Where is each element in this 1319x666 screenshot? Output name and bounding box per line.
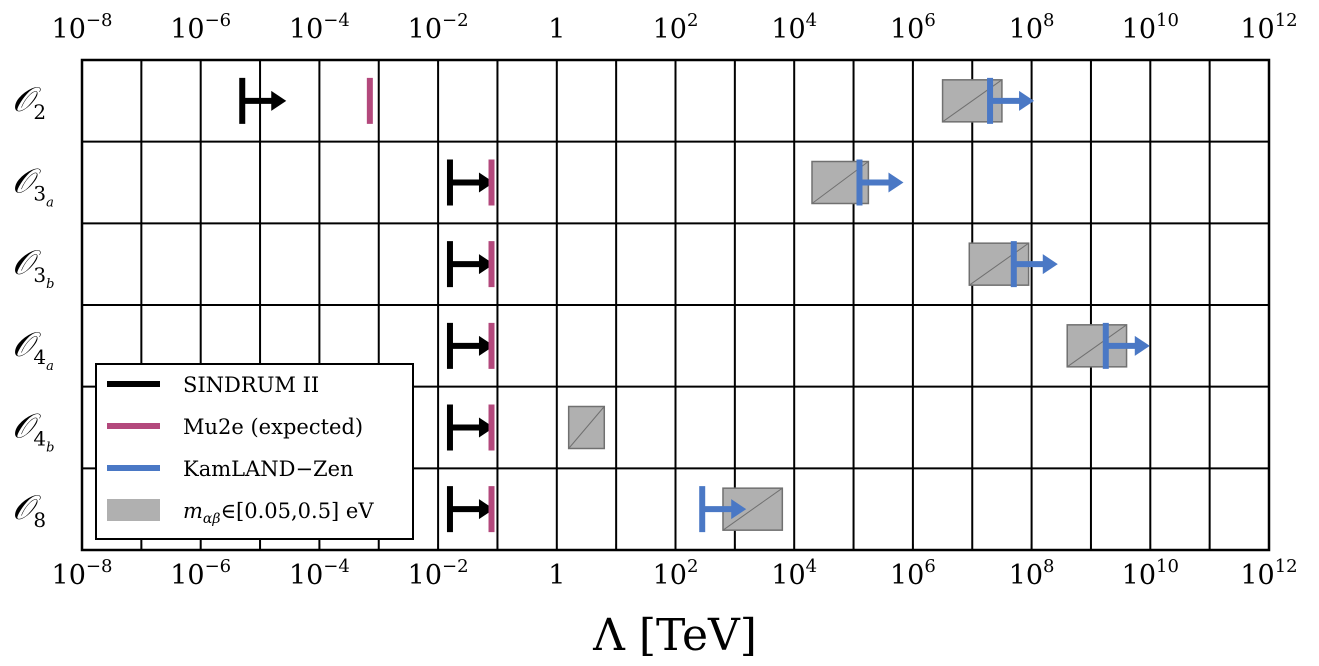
kamland-limit [987,77,1035,124]
sindrum-limit-head [478,499,494,520]
kamland-limit-head [1019,90,1035,111]
operator-label: 𝒪3a [12,162,54,211]
top-tick-label: 108 [1009,10,1055,45]
mass-band-hatch [968,242,1029,286]
kamland-limit [1010,241,1058,288]
top-tick-labels: 10−8 10−6 10−4 10−2 1 102 104 106 108 1010 1012 [52,10,1298,45]
bottom-tick-label: 10−4 [289,556,350,591]
legend-label: SINDRUM II [183,373,319,397]
kamland-limit [1102,322,1150,369]
bottom-tick-label: 1012 [1240,556,1297,591]
top-tick-label: 106 [890,10,936,45]
sindrum-limit-head [478,172,494,193]
bottom-tick-label: 102 [653,556,699,591]
bottom-tick-label: 10−8 [52,556,113,591]
top-tick-label: 10−6 [170,10,231,45]
operator-label: 𝒪4a [12,325,54,374]
bottom-tick-label: 108 [1009,556,1055,591]
sindrum-limit-head [478,335,494,356]
sindrum-limit-head [478,254,494,275]
legend-label: Mu2e (expected) [183,415,363,439]
mass-band [567,405,606,450]
operator-labels: 𝒪2 𝒪3a 𝒪3b 𝒪4a 𝒪4b 𝒪8 [12,80,54,532]
legend: SINDRUM II Mu2e (expected) KamLAND−Zen mαβ∈… [95,363,414,540]
sindrum-limit [446,486,494,533]
sindrum-limit [239,77,287,124]
legend-swatch [107,499,160,521]
plot-frame [80,58,1271,552]
top-tick-label: 1012 [1240,10,1297,45]
mass-band-hatch [722,487,783,531]
kamland-limit [699,486,747,533]
bottom-tick-labels: 10−8 10−6 10−4 10−2 1 102 104 106 108 1010 1012 [52,556,1298,591]
legend-label: KamLAND−Zen [183,457,354,481]
top-tick-label: 1 [548,14,565,45]
operator-label: 𝒪8 [12,488,46,532]
bottom-tick-label: 10−2 [408,556,469,591]
legend-label: mαβ∈[0.05,0.5] eV [183,499,374,527]
bottom-tick-label: 10−6 [170,556,231,591]
mass-band-hatch [1066,324,1127,368]
bottom-tick-label: 1010 [1122,556,1179,591]
operator-label: 𝒪2 [12,80,46,124]
sindrum-limit-head [271,90,287,111]
limit-markers [239,77,1150,533]
operator-label: 𝒪3b [12,243,54,292]
top-tick-label: 102 [653,10,699,45]
sindrum-limit [446,241,494,288]
mass-band-hatch [568,406,605,449]
kamland-limit-head [1042,254,1058,275]
kamland-limit-head [1134,335,1150,356]
sindrum-limit [446,404,494,451]
bottom-tick-label: 106 [890,556,936,591]
top-tick-label: 10−4 [289,10,350,45]
operator-label: 𝒪4b [12,407,54,456]
x-axis-label: Λ [TeV] [592,610,757,661]
bottom-tick-label: 104 [771,556,817,591]
top-tick-label: 104 [771,10,817,45]
sindrum-limit-head [478,417,494,438]
top-tick-label: 1010 [1122,10,1179,45]
bottom-tick-label: 1 [548,560,565,591]
top-tick-label: 10−8 [52,10,113,45]
kamland-limit-head [888,172,904,193]
kamland-limit [856,159,904,206]
top-tick-label: 10−2 [408,10,469,45]
kamland-limit-head [731,499,747,520]
sindrum-limit [446,159,494,206]
sindrum-limit [446,322,494,369]
